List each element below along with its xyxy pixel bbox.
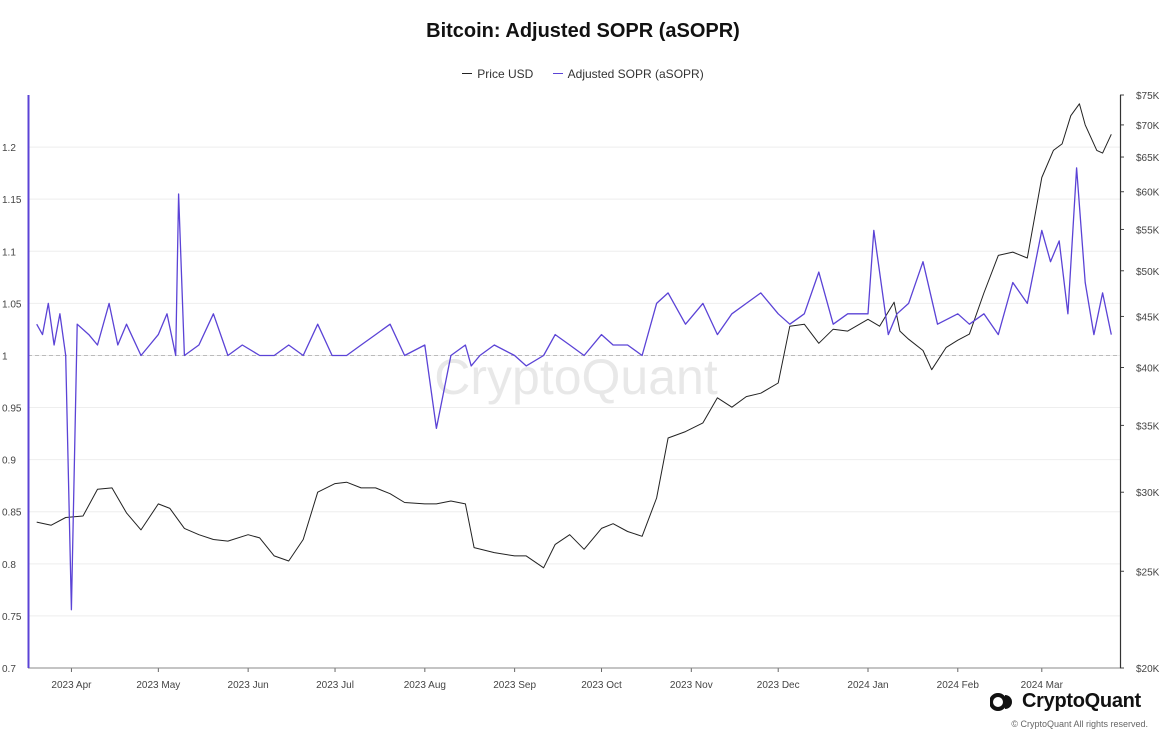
axis-layer: 0.7 0.75 0.8 0.85 0.9 0.95 1 1.05 1.1 1.15 1.2 $20K… <box>2 91 1160 691</box>
legend-label-price: Price USD <box>477 66 534 81</box>
copyright: © CryptoQuant All rights reserved. <box>1011 719 1148 729</box>
x-tick-label: 2023 May <box>136 680 180 691</box>
chart-title: Bitcoin: Adjusted SOPR (aSOPR) <box>426 20 740 42</box>
asopr-line <box>36 167 1112 611</box>
y-right-tick-label: $30K <box>1136 488 1160 499</box>
y-right-tick-label: $50K <box>1136 267 1160 278</box>
x-tick-label: 2023 Jul <box>316 680 354 691</box>
y-right-tick-label: $55K <box>1136 225 1160 236</box>
x-tick-label: 2023 Apr <box>51 680 92 691</box>
y-right-tick-label: $35K <box>1136 421 1160 432</box>
y-left-tick-label: 1.15 <box>2 195 22 206</box>
y-left-tick-label: 0.7 <box>2 664 16 675</box>
legend-label-asopr: Adjusted SOPR (aSOPR) <box>567 66 704 81</box>
x-tick-label: 2023 Sep <box>493 680 536 691</box>
legend-swatch-asopr <box>552 73 563 74</box>
y-right-tick-label: $60K <box>1136 188 1160 199</box>
y-right-tick-label: $40K <box>1136 364 1160 375</box>
x-tick-label: 2024 Feb <box>937 680 980 691</box>
brand: CryptoQuant <box>990 690 1141 713</box>
x-tick-label: 2024 Jan <box>847 680 888 691</box>
y-right-tick-label: $45K <box>1136 312 1160 323</box>
y-left-tick-label: 0.95 <box>2 404 22 415</box>
grid-layer <box>28 146 1120 669</box>
y-right-tick-label: $75K <box>1136 91 1160 102</box>
x-tick-label: 2023 Jun <box>228 680 269 691</box>
series-layer <box>36 103 1112 611</box>
y-left-tick-label: 0.9 <box>2 456 16 467</box>
legend-item-price[interactable]: Price USD <box>462 67 533 81</box>
y-left-tick-label: 1 <box>2 351 8 362</box>
y-left-tick-label: 1.2 <box>2 143 16 154</box>
x-tick-label: 2023 Nov <box>670 680 713 691</box>
brand-name: CryptoQuant <box>1022 690 1141 712</box>
x-tick-label: 2023 Dec <box>757 680 800 691</box>
cryptoquant-logo-icon <box>990 692 1012 711</box>
watermark: CryptoQuant <box>434 349 718 405</box>
legend-swatch-price <box>462 73 473 74</box>
price-usd-line <box>36 103 1112 569</box>
y-left-tick-label: 0.8 <box>2 560 16 571</box>
chart-legend: Price USD Adjusted SOPR (aSOPR) <box>0 63 1166 81</box>
y-left-tick-label: 1.1 <box>2 247 16 258</box>
y-left-tick-label: 1.05 <box>2 299 22 310</box>
y-right-tick-label: $25K <box>1136 567 1160 578</box>
legend-item-asopr[interactable]: Adjusted SOPR (aSOPR) <box>552 66 704 81</box>
y-left-tick-label: 0.75 <box>2 612 22 623</box>
x-tick-label: 2023 Oct <box>581 680 622 691</box>
y-right-tick-label: $20K <box>1136 664 1160 675</box>
y-right-tick-label: $70K <box>1136 121 1160 132</box>
x-tick-label: 2024 Mar <box>1021 680 1064 691</box>
x-tick-label: 2023 Aug <box>404 680 446 691</box>
y-left-tick-label: 0.85 <box>2 508 22 519</box>
y-right-tick-label: $65K <box>1136 153 1160 164</box>
